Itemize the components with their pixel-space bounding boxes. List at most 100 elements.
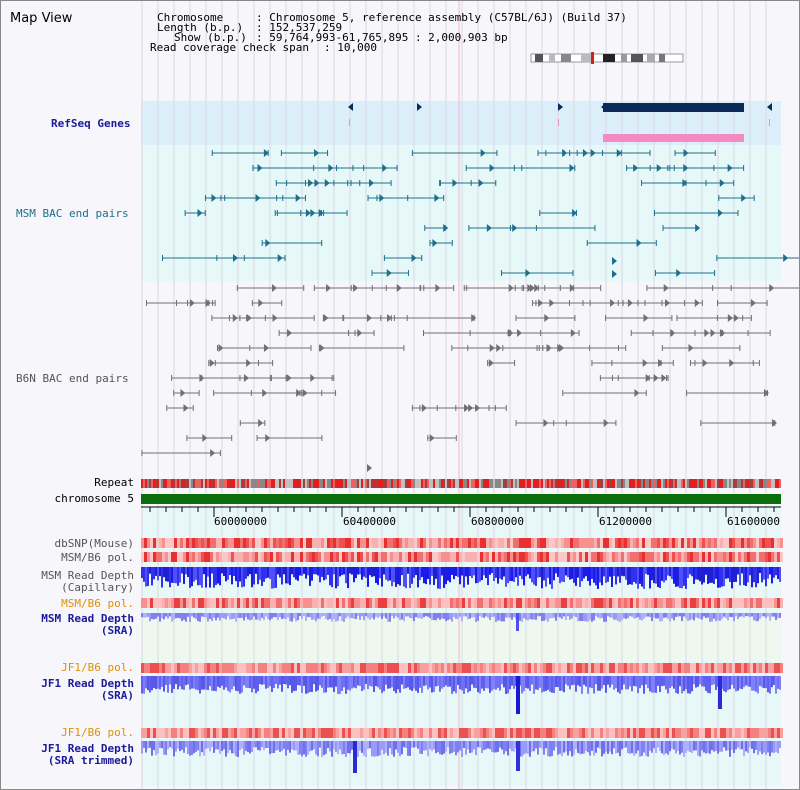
msm-b6-pol-cell — [261, 598, 264, 608]
msm-sra-depth-bar — [341, 613, 343, 621]
jf1-b6-pol-cell — [696, 728, 699, 738]
jf1-trim-depth-bar — [385, 741, 387, 753]
repeat-segment — [355, 479, 357, 488]
msm-cap-depth-bar — [459, 567, 461, 585]
label-msm-depth-cap-1[interactable]: MSM Read Depth — [41, 569, 134, 582]
msm-cap-depth-bar — [659, 567, 661, 589]
msm-cap-depth-bar — [603, 567, 605, 577]
jf1-sra-depth-bar — [749, 676, 751, 687]
b6n-bac-pair-glyph — [296, 389, 302, 397]
msm-sra-depth-bar — [501, 613, 503, 622]
msm-b6-pol-cell — [420, 598, 423, 608]
repeat-segment — [591, 479, 593, 488]
dbsnp-cell — [267, 538, 270, 548]
label-b6n-bac[interactable]: B6N BAC end pairs — [16, 372, 129, 385]
repeat-segment — [727, 479, 729, 488]
label-msm-b6-pol-2[interactable]: MSM/B6 pol. — [61, 597, 134, 610]
msm-b6-pol-cell — [468, 598, 471, 608]
msm-cap-depth-bar — [197, 567, 199, 586]
jf1-b6-pol-cell — [591, 728, 594, 738]
jf1-b6-pol-cell — [504, 663, 507, 673]
jf1-b6-pol-cell — [498, 663, 501, 673]
msm-sra-depth-bar — [461, 613, 463, 622]
msm-b6-pol-cell — [273, 598, 276, 608]
dbsnp-cell — [471, 538, 474, 548]
msm-b6-pol-cell — [780, 598, 783, 608]
jf1-trim-depth-bar — [469, 741, 471, 754]
repeat-segment — [465, 479, 467, 488]
msm-b6-pol-cell — [573, 552, 576, 562]
msm-cap-depth-bar — [223, 567, 225, 577]
jf1-b6-pol-cell — [777, 663, 780, 673]
msm-b6-pol-cell — [711, 598, 714, 608]
label-jf1-depth-sra-1[interactable]: JF1 Read Depth — [41, 677, 134, 690]
repeat-segment — [661, 479, 663, 488]
label-jf1-b6-pol-1[interactable]: JF1/B6 pol. — [61, 661, 134, 674]
label-chromosome[interactable]: chromosome 5 — [54, 492, 134, 505]
jf1-trim-depth-bar — [705, 741, 707, 754]
msm-sra-depth-bar — [431, 613, 433, 621]
msm-sra-depth-bar — [265, 613, 267, 617]
jf1-sra-depth-bar — [407, 676, 409, 688]
msm-b6-pol-cell — [372, 598, 375, 608]
jf1-b6-pol-cell — [555, 728, 558, 738]
jf1-sra-depth-bar — [357, 676, 359, 686]
msm-b6-pol-cell — [567, 598, 570, 608]
label-msm-b6-pol-1[interactable]: MSM/B6 pol. — [61, 551, 134, 564]
msm-bac-pair-glyph — [525, 269, 531, 277]
jf1-trim-depth-bar — [377, 741, 379, 756]
msm-cap-depth-bar — [301, 567, 303, 576]
msm-cap-depth-bar — [481, 567, 483, 581]
msm-cap-depth-bar — [775, 567, 777, 576]
msm-cap-depth-bar — [261, 567, 263, 586]
jf1-b6-pol-cell — [543, 663, 546, 673]
msm-b6-pol-cell — [540, 552, 543, 562]
jf1-trim-depth-bar — [381, 741, 383, 750]
jf1-b6-pol-cell — [291, 663, 294, 673]
msm-cap-depth-bar — [313, 567, 315, 575]
jf1-trim-depth-bar — [261, 741, 263, 748]
dbsnp-cell — [696, 538, 699, 548]
msm-cap-depth-bar — [699, 567, 701, 582]
msm-cap-depth-bar — [611, 567, 613, 588]
jf1-trim-depth-bar — [217, 741, 219, 750]
dbsnp-cell — [582, 538, 585, 548]
msm-sra-depth-bar — [443, 613, 445, 619]
label-refseq[interactable]: RefSeq Genes — [51, 117, 131, 130]
label-jf1-depth-trim-1[interactable]: JF1 Read Depth — [41, 742, 134, 755]
jf1-sra-depth-bar — [243, 676, 245, 686]
msm-b6-pol-cell — [141, 552, 144, 562]
jf1-sra-depth-bar — [697, 676, 699, 687]
msm-cap-depth-bar — [643, 567, 645, 589]
msm-b6-pol-cell — [426, 598, 429, 608]
msm-sra-depth-bar — [707, 613, 709, 618]
msm-cap-depth-bar — [769, 567, 771, 575]
msm-bac-pair-glyph — [308, 179, 314, 187]
jf1-trim-depth-bar — [727, 741, 729, 751]
label-msm-depth-sra-1[interactable]: MSM Read Depth — [41, 612, 134, 625]
label-dbsnp[interactable]: dbSNP(Mouse) — [54, 537, 134, 550]
label-jf1-b6-pol-2[interactable]: JF1/B6 pol. — [61, 726, 134, 739]
msm-cap-depth-bar — [325, 567, 327, 580]
msm-cap-depth-bar — [407, 567, 409, 574]
jf1-trim-depth-bar — [347, 741, 349, 754]
label-msm-bac[interactable]: MSM BAC end pairs — [16, 207, 129, 220]
msm-b6-pol-cell — [609, 552, 612, 562]
jf1-sra-depth-bar — [459, 676, 461, 690]
jf1-trim-depth-bar — [485, 741, 487, 750]
label-repeat[interactable]: Repeat — [94, 476, 134, 489]
repeat-segment — [307, 479, 309, 488]
repeat-segment — [269, 479, 271, 488]
jf1-sra-depth-bar — [441, 676, 443, 689]
jf1-b6-pol-cell — [357, 663, 360, 673]
jf1-b6-pol-cell — [687, 728, 690, 738]
repeat-segment — [323, 479, 325, 488]
b6n-bac-pair-glyph — [302, 389, 308, 397]
msm-sra-depth-bar — [587, 613, 589, 622]
chromosome-ideogram[interactable] — [529, 52, 687, 66]
repeat-segment — [665, 479, 667, 488]
repeat-segment — [209, 479, 211, 488]
jf1-b6-pol-cell — [201, 663, 204, 673]
jf1-trim-depth-bar — [201, 741, 203, 753]
jf1-trim-depth-bar — [633, 741, 635, 756]
